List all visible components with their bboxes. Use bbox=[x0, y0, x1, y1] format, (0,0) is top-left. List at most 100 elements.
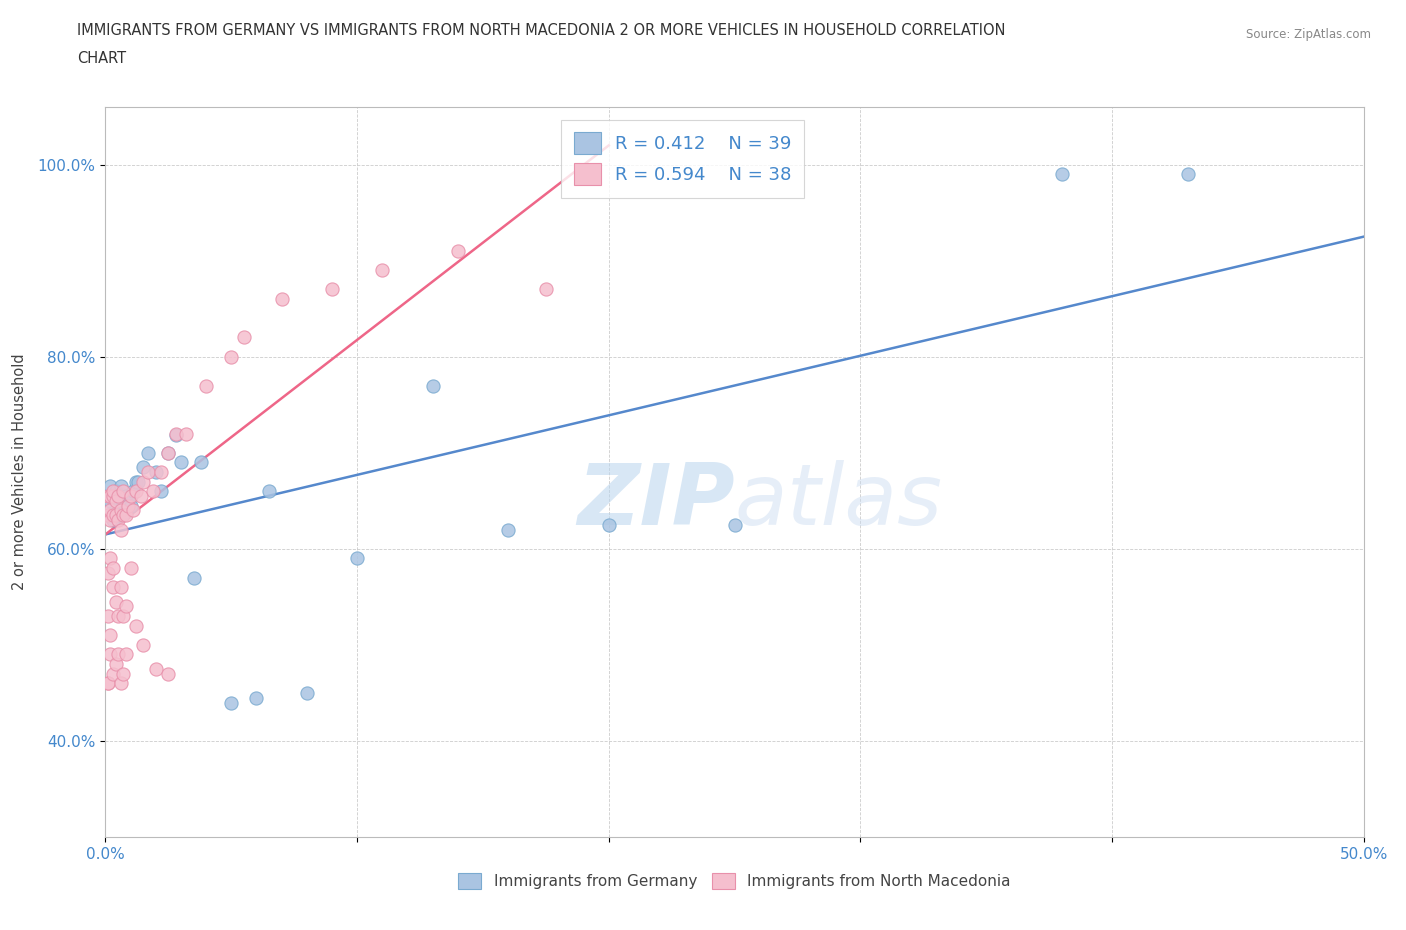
Point bbox=[110, 503, 132, 518]
Point bbox=[112, 508, 135, 523]
Point bbox=[245, 690, 267, 705]
Point bbox=[104, 594, 127, 609]
Point bbox=[165, 426, 187, 441]
Text: CHART: CHART bbox=[77, 51, 127, 66]
Legend: Immigrants from Germany, Immigrants from North Macedonia: Immigrants from Germany, Immigrants from… bbox=[453, 867, 1017, 895]
Y-axis label: 2 or more Vehicles in Household: 2 or more Vehicles in Household bbox=[11, 353, 27, 591]
Point bbox=[110, 508, 132, 523]
Point bbox=[120, 498, 142, 513]
Point bbox=[100, 493, 122, 508]
Point bbox=[104, 503, 127, 518]
Point bbox=[100, 551, 122, 565]
Point bbox=[321, 282, 343, 297]
Point bbox=[120, 488, 142, 503]
Point bbox=[104, 484, 127, 498]
Point bbox=[117, 498, 139, 513]
Point bbox=[165, 428, 187, 443]
Point bbox=[112, 484, 135, 498]
Point bbox=[110, 676, 132, 691]
Point bbox=[145, 661, 167, 676]
Text: ZIP: ZIP bbox=[576, 459, 734, 543]
Point bbox=[124, 474, 146, 489]
Point bbox=[110, 579, 132, 594]
Point bbox=[114, 599, 136, 614]
Point bbox=[101, 484, 124, 498]
Point bbox=[170, 455, 193, 470]
Point bbox=[132, 474, 155, 489]
Point bbox=[124, 484, 146, 498]
Point bbox=[100, 512, 122, 527]
Point bbox=[100, 479, 122, 494]
Point bbox=[120, 561, 142, 576]
Point bbox=[149, 465, 172, 480]
Point bbox=[107, 488, 129, 503]
Point bbox=[598, 517, 620, 532]
Point bbox=[114, 508, 136, 523]
Point bbox=[183, 570, 205, 585]
Point bbox=[136, 445, 159, 460]
Point bbox=[132, 637, 155, 652]
Point bbox=[157, 445, 180, 460]
Point bbox=[447, 244, 470, 259]
Point bbox=[1177, 166, 1199, 181]
Text: IMMIGRANTS FROM GERMANY VS IMMIGRANTS FROM NORTH MACEDONIA 2 OR MORE VEHICLES IN: IMMIGRANTS FROM GERMANY VS IMMIGRANTS FR… bbox=[77, 23, 1005, 38]
Point bbox=[127, 474, 149, 489]
Point bbox=[122, 503, 145, 518]
Point bbox=[129, 488, 152, 503]
Point bbox=[112, 666, 135, 681]
Point bbox=[190, 455, 212, 470]
Point bbox=[270, 292, 292, 307]
Point bbox=[124, 618, 146, 633]
Point bbox=[142, 484, 165, 498]
Text: Source: ZipAtlas.com: Source: ZipAtlas.com bbox=[1246, 28, 1371, 41]
Point bbox=[101, 508, 124, 523]
Point bbox=[101, 579, 124, 594]
Point bbox=[104, 493, 127, 508]
Point bbox=[149, 484, 172, 498]
Point bbox=[100, 503, 122, 518]
Point bbox=[112, 496, 135, 511]
Point bbox=[101, 512, 124, 527]
Point bbox=[112, 608, 135, 623]
Point bbox=[295, 685, 318, 700]
Point bbox=[107, 508, 129, 523]
Point bbox=[117, 493, 139, 508]
Point bbox=[100, 628, 122, 643]
Point bbox=[97, 488, 120, 503]
Point bbox=[534, 282, 557, 297]
Point bbox=[496, 522, 519, 537]
Point bbox=[110, 522, 132, 537]
Point bbox=[174, 426, 197, 441]
Point bbox=[107, 647, 129, 662]
Point bbox=[157, 666, 180, 681]
Text: atlas: atlas bbox=[734, 459, 942, 543]
Point bbox=[101, 488, 124, 503]
Point bbox=[1050, 166, 1073, 181]
Point bbox=[110, 479, 132, 494]
Point bbox=[97, 508, 120, 523]
Point bbox=[422, 379, 444, 393]
Point bbox=[101, 666, 124, 681]
Point bbox=[101, 561, 124, 576]
Point bbox=[100, 488, 122, 503]
Point bbox=[114, 488, 136, 503]
Point bbox=[122, 484, 145, 498]
Point bbox=[257, 484, 280, 498]
Point bbox=[145, 465, 167, 480]
Point bbox=[219, 350, 242, 365]
Point bbox=[114, 505, 136, 520]
Point bbox=[97, 508, 120, 523]
Point bbox=[157, 445, 180, 460]
Point bbox=[101, 488, 124, 503]
Point bbox=[97, 676, 120, 691]
Point bbox=[132, 459, 155, 474]
Point bbox=[195, 379, 218, 393]
Point bbox=[346, 551, 368, 565]
Point bbox=[136, 465, 159, 480]
Point bbox=[107, 488, 129, 503]
Point bbox=[100, 647, 122, 662]
Point bbox=[219, 695, 242, 710]
Point bbox=[104, 657, 127, 671]
Point bbox=[371, 263, 394, 278]
Point bbox=[97, 608, 120, 623]
